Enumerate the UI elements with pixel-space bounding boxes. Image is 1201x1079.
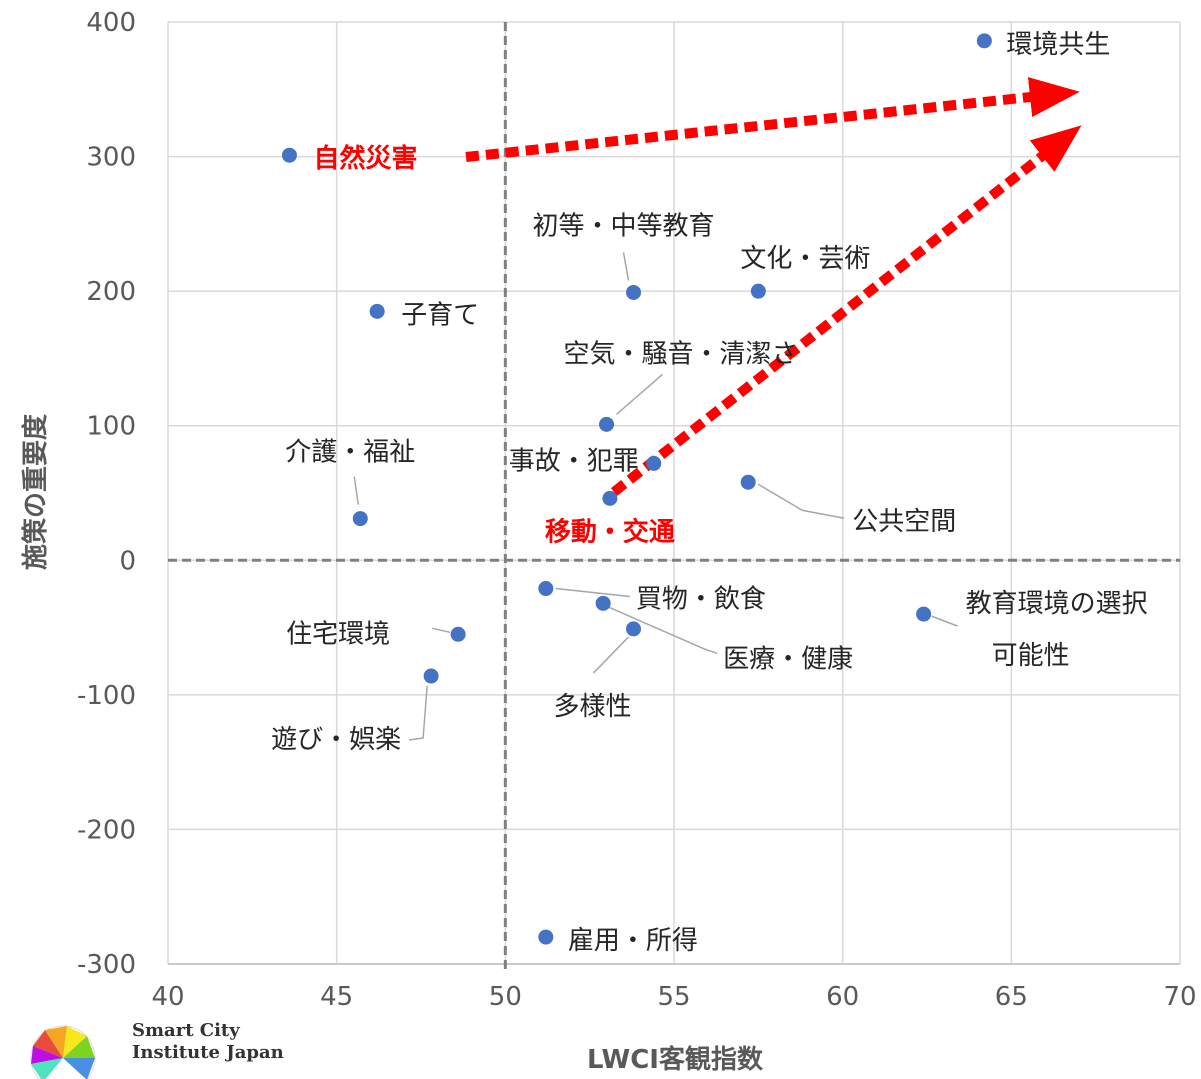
y-tick-label: 0 [119,546,136,576]
data-label: 初等・中等教育 [533,211,715,241]
y-tick-label: -100 [77,681,136,711]
data-point [750,283,766,299]
x-tick-label: 40 [151,982,184,1012]
leader-line [931,615,958,627]
data-points [281,33,992,945]
data-point [369,303,385,319]
data-point [646,455,662,471]
data-point [976,33,992,49]
data-point [626,284,642,300]
data-label: 介護・福祉 [285,438,415,468]
data-point [450,626,466,642]
x-tick-label: 45 [320,982,353,1012]
data-point [602,490,618,506]
data-label: 遊び・娯楽 [271,725,401,755]
x-tick-label: 70 [1163,982,1196,1012]
data-label: 文化・芸術 [740,244,870,274]
data-label-line2: 可能性 [992,641,1070,671]
y-axis-title: 施策の重要度 [20,414,51,570]
data-label: 買物・飲食 [636,585,766,615]
data-point [626,621,642,637]
data-label: 医療・健康 [723,644,853,674]
data-label: 空気・騒音・清潔さ [564,339,798,369]
logo-text: Smart City Institute Japan [132,1020,284,1064]
leader-lines [353,252,958,741]
x-tick-label: 60 [826,982,859,1012]
x-tick-label: 55 [657,982,690,1012]
data-label: 雇用・所得 [568,926,698,956]
logo-line2: Institute Japan [132,1042,284,1063]
tick-labels: 40 45 50 55 60 65 70 -300 -200 -100 0 100 200 300 400 [77,8,1197,1012]
data-point [538,581,554,597]
data-point [281,147,297,163]
logo-line1: Smart City [132,1020,240,1041]
data-label: 住宅環境 [286,619,390,649]
x-tick-label: 65 [995,982,1028,1012]
data-label: 移動・交通 [545,516,675,547]
data-label: 多様性 [554,692,632,722]
trend-arrow [610,125,1082,496]
y-tick-label: 200 [86,277,136,307]
leader-line [757,483,845,519]
data-label: 環境共生 [1006,30,1110,60]
leader-line [608,606,718,655]
y-tick-label: 100 [86,412,136,442]
reference-lines [168,22,1180,970]
leader-line [431,627,451,634]
leader-line [616,373,664,415]
data-label: 教育環境の選択 [966,589,1148,619]
x-axis-title: LWCI客観指数 [587,1044,764,1075]
data-point [595,595,611,611]
data-label: 自然災害 [313,143,417,174]
data-label: 事故・犯罪 [509,446,639,476]
trend-arrows [465,77,1082,496]
y-tick-label: -200 [77,815,136,845]
y-tick-label: 300 [86,143,136,173]
data-label: 公共空間 [852,507,956,537]
data-point [538,929,554,945]
data-point [423,668,439,684]
leader-line [353,476,360,505]
leader-line [555,587,630,598]
leader-line [409,685,428,741]
y-tick-label: 400 [86,8,136,38]
data-label: 子育て [401,300,479,330]
leader-line [622,252,630,281]
trend-arrow [465,77,1080,162]
data-point [916,606,932,622]
x-tick-label: 50 [489,982,522,1012]
sci-japan-logo-icon [30,1025,96,1079]
y-tick-label: -300 [77,950,136,980]
data-point [599,416,615,432]
data-point [740,474,756,490]
leader-line [592,636,630,674]
data-point [352,511,368,527]
